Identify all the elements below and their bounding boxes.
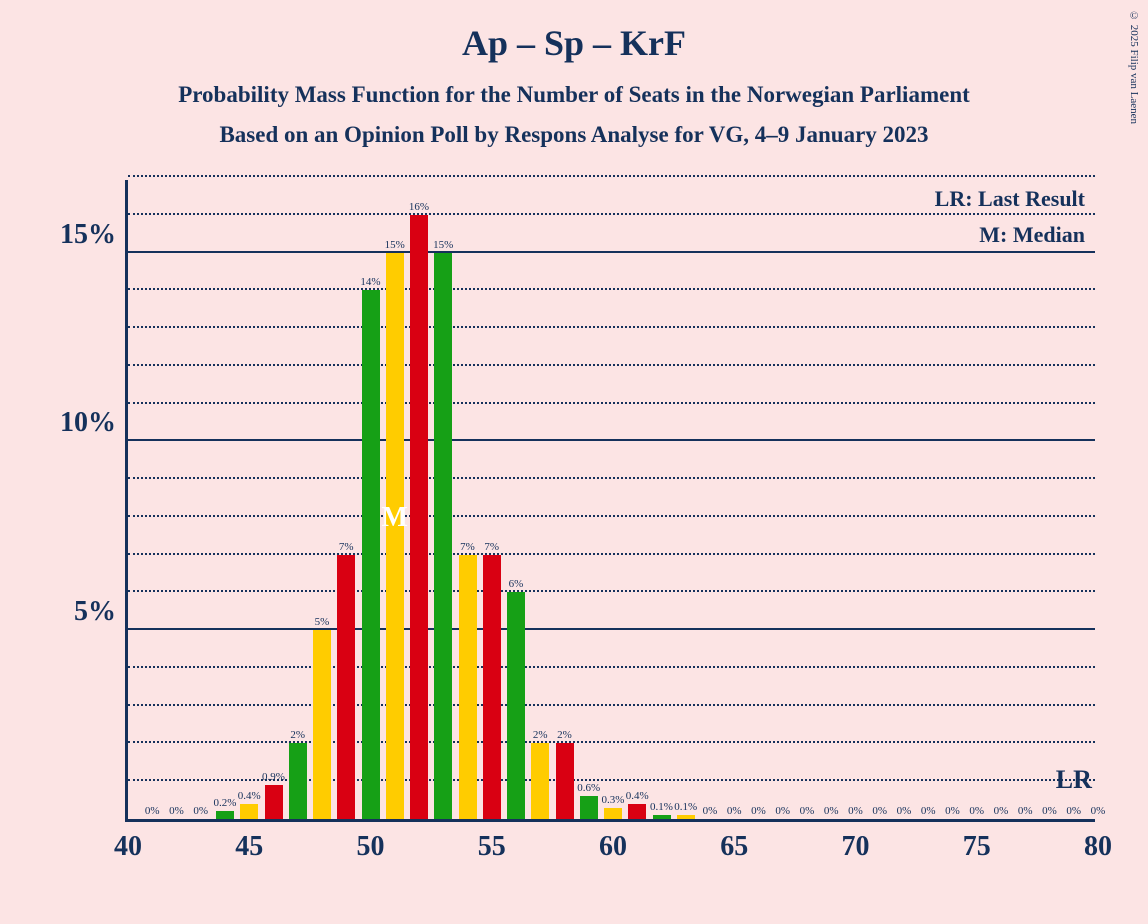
bar-value-label: 7% bbox=[460, 541, 475, 553]
bar-value-label: 15% bbox=[433, 239, 453, 251]
bar-value-label: 2% bbox=[290, 729, 305, 741]
y-tick-label: 10% bbox=[60, 407, 128, 439]
bar-value-label: 0% bbox=[969, 805, 984, 817]
bar-value-label: 7% bbox=[484, 541, 499, 553]
bar: 2% bbox=[531, 743, 549, 819]
bar: 0.9% bbox=[265, 785, 283, 819]
x-tick-label: 45 bbox=[235, 819, 263, 863]
bar: 14% bbox=[362, 290, 380, 819]
y-tick-label: 5% bbox=[74, 596, 128, 628]
chart-subtitle-2: Based on an Opinion Poll by Respons Anal… bbox=[0, 122, 1148, 148]
copyright-text: © 2025 Filip van Laenen bbox=[1128, 10, 1140, 124]
bar-value-label: 0% bbox=[897, 805, 912, 817]
bar-value-label: 0% bbox=[848, 805, 863, 817]
x-tick-label: 70 bbox=[842, 819, 870, 863]
bar-value-label: 0.2% bbox=[214, 797, 237, 809]
bar-value-label: 6% bbox=[509, 578, 524, 590]
bar-value-label: 0% bbox=[169, 805, 184, 817]
bar-value-label: 7% bbox=[339, 541, 354, 553]
x-tick-label: 40 bbox=[114, 819, 142, 863]
bar: 0.2% bbox=[216, 811, 234, 819]
bar: 0.6% bbox=[580, 796, 598, 819]
bar: 0.1% bbox=[677, 815, 695, 819]
bar: 2% bbox=[289, 743, 307, 819]
bar-value-label: 0% bbox=[145, 805, 160, 817]
bar-value-label: 5% bbox=[315, 616, 330, 628]
x-tick-label: 65 bbox=[720, 819, 748, 863]
bar-value-label: 15% bbox=[385, 239, 405, 251]
grid-minor bbox=[128, 175, 1095, 177]
bar-value-label: 2% bbox=[533, 729, 548, 741]
x-tick-label: 80 bbox=[1084, 819, 1112, 863]
bar: 7% bbox=[459, 555, 477, 819]
bars-container: 0%0%0%0.2%0.4%0.9%2%5%7%14%15%16%15%7%7%… bbox=[128, 180, 1095, 819]
bar: 0.4% bbox=[628, 804, 646, 819]
x-tick-label: 55 bbox=[478, 819, 506, 863]
bar-value-label: 0% bbox=[775, 805, 790, 817]
bar: 15% bbox=[434, 253, 452, 819]
last-result-marker: LR bbox=[1056, 765, 1092, 795]
bar-value-label: 0% bbox=[703, 805, 718, 817]
bar-value-label: 0.9% bbox=[262, 771, 285, 783]
bar: 15% bbox=[386, 253, 404, 819]
bar-value-label: 16% bbox=[409, 201, 429, 213]
bar-value-label: 2% bbox=[557, 729, 572, 741]
bar-value-label: 0% bbox=[800, 805, 815, 817]
bar-value-label: 0% bbox=[727, 805, 742, 817]
bar-value-label: 0% bbox=[1066, 805, 1081, 817]
chart-plot-area: LR: Last Result M: Median 5%10%15% 40455… bbox=[125, 180, 1095, 822]
bar: 0.3% bbox=[604, 808, 622, 819]
bar-value-label: 0% bbox=[824, 805, 839, 817]
bar-value-label: 0% bbox=[193, 805, 208, 817]
bar-value-label: 0.1% bbox=[674, 801, 697, 813]
bar: 2% bbox=[556, 743, 574, 819]
bar: 6% bbox=[507, 592, 525, 819]
bar-value-label: 14% bbox=[360, 276, 380, 288]
bar-value-label: 0.3% bbox=[602, 794, 625, 806]
bar-value-label: 0.1% bbox=[650, 801, 673, 813]
median-marker: M bbox=[382, 502, 408, 534]
bar-value-label: 0% bbox=[1042, 805, 1057, 817]
bar: 5% bbox=[313, 630, 331, 819]
chart-title: Ap – Sp – KrF bbox=[0, 0, 1148, 64]
bar-value-label: 0.6% bbox=[577, 782, 600, 794]
bar-value-label: 0% bbox=[751, 805, 766, 817]
bar-value-label: 0.4% bbox=[626, 790, 649, 802]
bar: 16% bbox=[410, 215, 428, 819]
bar: 0.4% bbox=[240, 804, 258, 819]
bar: 7% bbox=[337, 555, 355, 819]
bar-value-label: 0% bbox=[1018, 805, 1033, 817]
x-tick-label: 50 bbox=[357, 819, 385, 863]
bar-value-label: 0% bbox=[994, 805, 1009, 817]
bar-value-label: 0% bbox=[1091, 805, 1106, 817]
x-tick-label: 75 bbox=[963, 819, 991, 863]
bar: 7% bbox=[483, 555, 501, 819]
bar-value-label: 0% bbox=[872, 805, 887, 817]
x-tick-label: 60 bbox=[599, 819, 627, 863]
bar: 0.1% bbox=[653, 815, 671, 819]
y-tick-label: 15% bbox=[60, 219, 128, 251]
chart-subtitle-1: Probability Mass Function for the Number… bbox=[0, 82, 1148, 108]
bar-value-label: 0% bbox=[945, 805, 960, 817]
bar-value-label: 0.4% bbox=[238, 790, 261, 802]
bar-value-label: 0% bbox=[921, 805, 936, 817]
